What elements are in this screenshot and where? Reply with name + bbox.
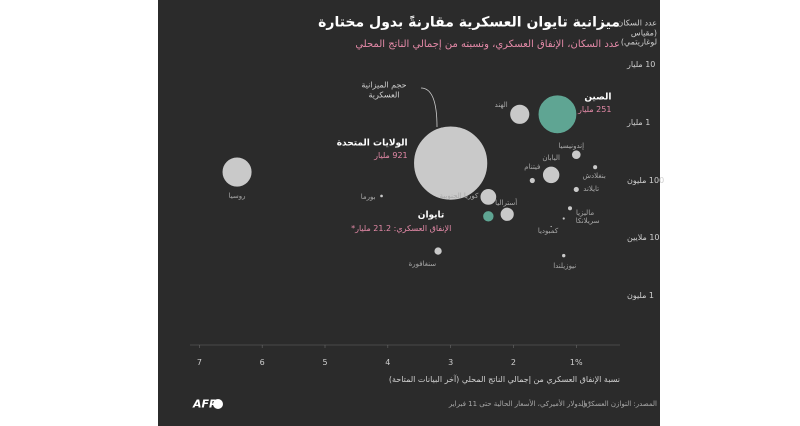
bubble xyxy=(592,164,598,171)
bubble xyxy=(567,205,573,212)
bubble-value-label: 251 مليار xyxy=(577,105,612,115)
logo: AFP xyxy=(193,397,218,411)
y-tick-label: 1 مليار xyxy=(627,117,651,127)
bubble xyxy=(379,193,384,199)
chart-title: ميزانية تايوان العسكرية مقارنةً بدول مخت… xyxy=(318,14,620,31)
bubble xyxy=(572,186,580,193)
bubble xyxy=(537,94,578,135)
bubble xyxy=(561,253,567,259)
bubble xyxy=(528,177,536,184)
source: المصدر: التوازن العسكري xyxy=(581,399,657,408)
bubble xyxy=(571,149,582,160)
bubble xyxy=(509,103,531,125)
bubble xyxy=(413,125,489,201)
size-legend-leader xyxy=(420,87,438,128)
bubble-label: سنغافورة xyxy=(408,259,437,268)
x-tick-label: 3 xyxy=(448,358,454,368)
logo-dot xyxy=(213,399,223,409)
bubble-label: بورما xyxy=(360,192,376,201)
x-tick-label: 6 xyxy=(259,358,265,368)
y-tick-label: 1 مليون xyxy=(627,291,654,301)
bubble-label: بنغلادش xyxy=(582,171,606,180)
bubble xyxy=(433,246,443,256)
chart-panel xyxy=(158,0,660,426)
bubble-label: فيتنام xyxy=(524,162,541,171)
bubble xyxy=(479,188,498,206)
bubble-label: تايلاند xyxy=(583,185,600,194)
bubble-label: ماليزيا xyxy=(576,209,595,218)
bubble-label: الصين xyxy=(584,92,612,103)
bubble-value-label: 921 مليار xyxy=(374,151,408,161)
bubble-label: إندونيسيا xyxy=(558,141,585,150)
footnote: *بالدولار الأميركي، الأسعار الحالية حتى … xyxy=(448,399,592,408)
bubble xyxy=(542,165,561,184)
size-legend-label: حجم الميزانية العسكرية xyxy=(361,80,407,99)
x-tick-label: 4 xyxy=(385,358,391,368)
x-tick-label: 5 xyxy=(322,358,328,368)
bubble-label: تايوان xyxy=(417,210,445,221)
y-axis-label: عدد السكان (مقياس لوغاريتمي) xyxy=(617,18,657,47)
bubble-label: كمبوديا xyxy=(537,227,559,236)
bubble-label: الولايات المتحدة xyxy=(336,138,408,149)
x-tick-label: 1% xyxy=(569,358,583,368)
bubble-label: نيوزيلندا xyxy=(553,261,577,270)
x-tick-label: 2 xyxy=(510,358,516,368)
bubble-label: سريلانكا xyxy=(575,217,600,226)
y-tick-label: 10 ملايين xyxy=(627,233,660,243)
bubble xyxy=(549,225,553,228)
bubble-label: روسيا xyxy=(228,191,246,200)
bubble-label: اليابان xyxy=(542,153,560,162)
bubble xyxy=(221,156,253,188)
y-tick-label: 10 مليار xyxy=(627,60,656,70)
bubble-value-label: الإنفاق العسكري: 21.2 مليار* xyxy=(351,224,452,234)
bubble xyxy=(482,210,495,223)
bubble xyxy=(499,206,515,222)
bubble-label: الهند xyxy=(494,101,508,110)
bubble-label: كوريا الجنوبية xyxy=(439,191,479,200)
chart-subtitle: عدد السكان، الإنفاق العسكري، ونسبته من إ… xyxy=(355,39,620,50)
y-tick-label: 100 مليون xyxy=(627,175,665,185)
bubble-label: أستراليا xyxy=(495,199,518,208)
x-axis-label: نسبة الإنفاق العسكري من إجمالي الناتج ال… xyxy=(388,375,620,385)
x-tick-label: 7 xyxy=(196,358,202,368)
bubble xyxy=(561,216,566,221)
